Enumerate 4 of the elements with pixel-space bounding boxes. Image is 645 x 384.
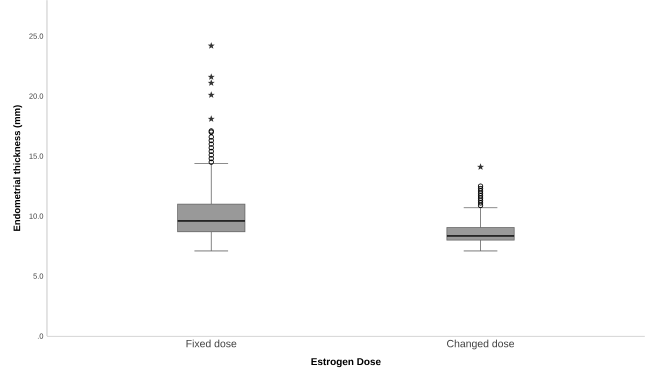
y-axis-title: Endometrial thickness (mm) — [13, 105, 22, 231]
x-axis-title: Estrogen Dose — [311, 358, 381, 368]
x-tick-label: Changed dose — [447, 340, 514, 350]
x-tick-label: Fixed dose — [186, 340, 236, 348]
